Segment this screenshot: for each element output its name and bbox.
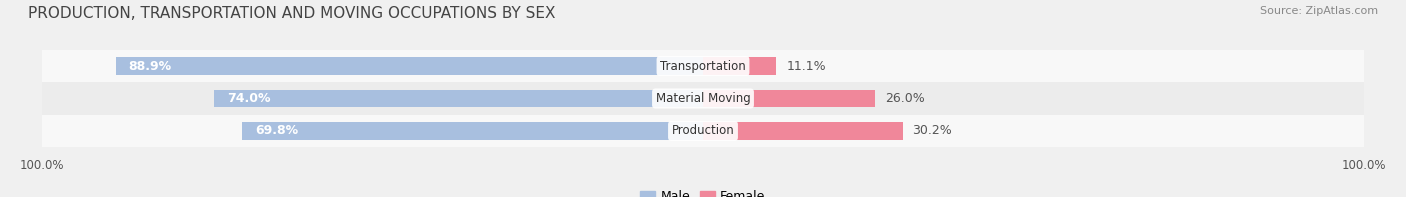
Bar: [42, 115, 1364, 147]
Bar: [42, 82, 1364, 115]
Bar: [703, 122, 903, 140]
Bar: [42, 50, 1364, 82]
Text: Production: Production: [672, 125, 734, 138]
Text: 30.2%: 30.2%: [912, 125, 952, 138]
Text: PRODUCTION, TRANSPORTATION AND MOVING OCCUPATIONS BY SEX: PRODUCTION, TRANSPORTATION AND MOVING OC…: [28, 6, 555, 21]
Text: 74.0%: 74.0%: [228, 92, 271, 105]
Bar: [703, 57, 776, 75]
Text: Material Moving: Material Moving: [655, 92, 751, 105]
Text: 26.0%: 26.0%: [884, 92, 925, 105]
Legend: Male, Female: Male, Female: [636, 185, 770, 197]
Bar: [703, 90, 875, 107]
Text: 88.9%: 88.9%: [129, 59, 172, 72]
Text: Transportation: Transportation: [661, 59, 745, 72]
Bar: [242, 122, 703, 140]
Text: 11.1%: 11.1%: [786, 59, 825, 72]
Bar: [214, 90, 703, 107]
Text: 69.8%: 69.8%: [254, 125, 298, 138]
Bar: [115, 57, 703, 75]
Text: Source: ZipAtlas.com: Source: ZipAtlas.com: [1260, 6, 1378, 16]
